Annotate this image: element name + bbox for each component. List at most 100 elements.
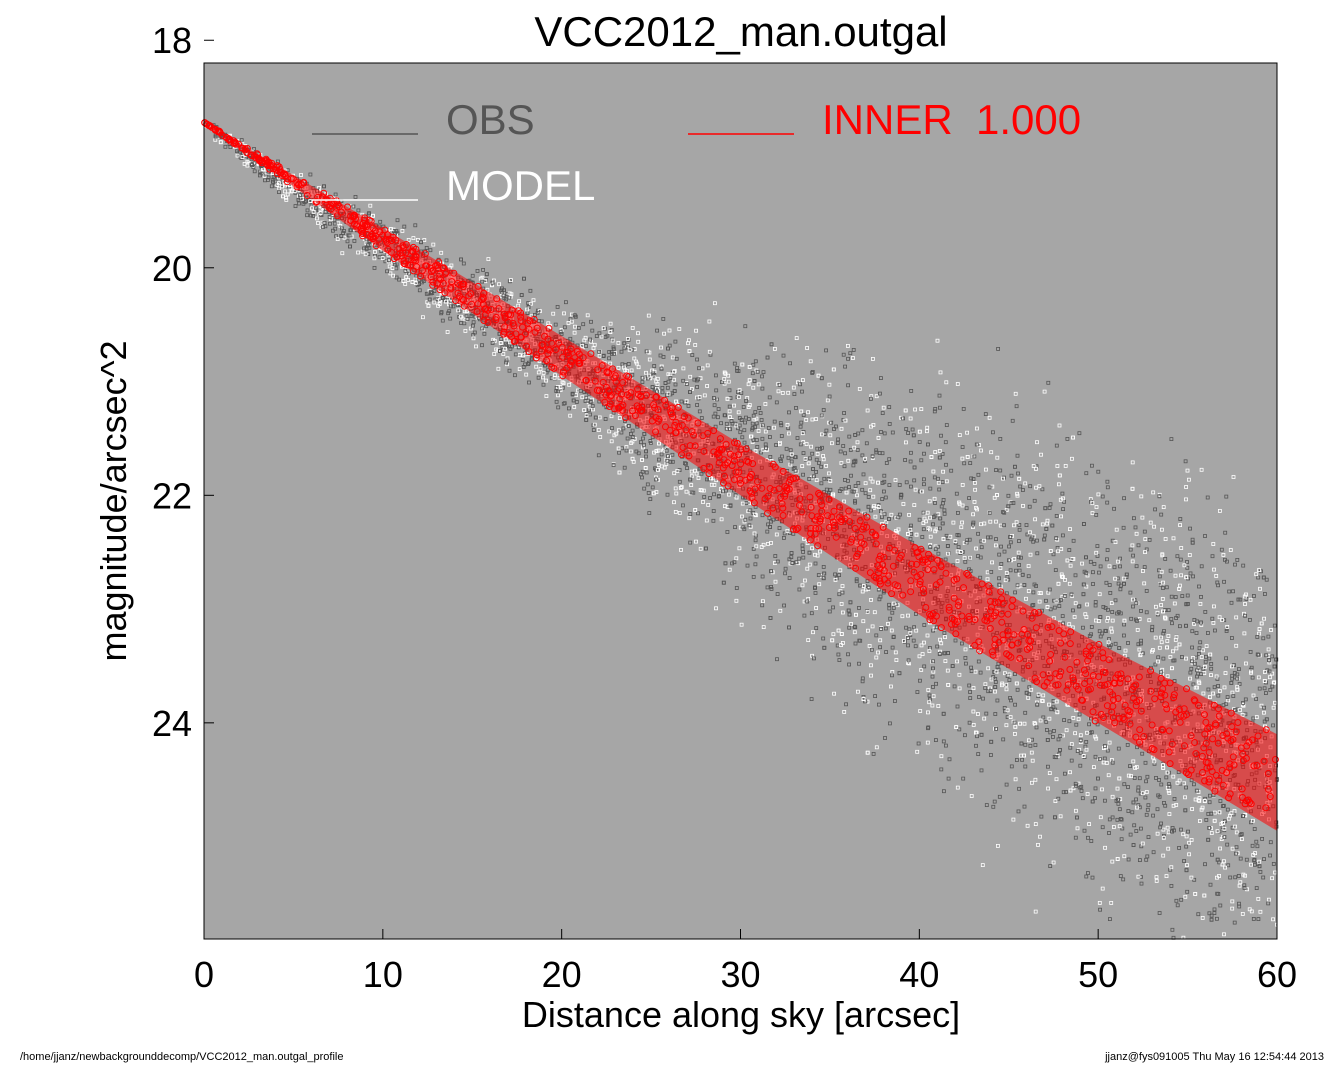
obs-point (761, 447, 766, 452)
obs-point (610, 351, 614, 356)
obs-point (1234, 845, 1239, 850)
obs-point (908, 527, 913, 532)
obs-point (967, 496, 971, 501)
obs-point (513, 352, 518, 357)
obs-point (849, 473, 853, 478)
obs-point (955, 704, 960, 709)
obs-point (1037, 591, 1042, 595)
obs-point (1108, 591, 1113, 595)
obs-point (1011, 719, 1016, 724)
obs-point (1085, 730, 1089, 735)
obs-point (1189, 666, 1194, 671)
obs-point (1088, 559, 1093, 564)
obs-point (926, 526, 931, 531)
obs-point (420, 315, 425, 320)
obs-point (1037, 599, 1042, 604)
obs-point (1113, 576, 1117, 581)
obs-point (1193, 661, 1197, 666)
obs-point (882, 479, 887, 484)
obs-point (887, 405, 892, 410)
obs-point (788, 448, 793, 453)
obs-point (1021, 677, 1026, 682)
obs-point (996, 844, 1000, 848)
obs-point (716, 415, 720, 420)
obs-point (596, 453, 601, 458)
obs-point (1249, 862, 1253, 867)
obs-point (742, 440, 747, 445)
obs-point (860, 453, 865, 458)
obs-point (838, 568, 843, 573)
obs-point (926, 710, 930, 715)
obs-point (1022, 721, 1027, 726)
obs-point (842, 464, 847, 469)
obs-point (1166, 846, 1171, 851)
obs-point (716, 407, 721, 411)
obs-point (928, 486, 933, 491)
obs-point (815, 451, 820, 456)
obs-point (580, 395, 585, 400)
obs-point (507, 295, 512, 300)
obs-point (727, 388, 732, 393)
obs-point (1048, 502, 1053, 507)
obs-point (852, 459, 856, 464)
obs-point (413, 277, 418, 282)
obs-point (769, 541, 773, 545)
obs-point (1192, 622, 1196, 626)
obs-point (1186, 829, 1190, 834)
obs-point (323, 224, 328, 229)
obs-point (470, 323, 475, 328)
obs-point (1116, 746, 1121, 751)
obs-point (809, 697, 814, 701)
obs-point (1140, 841, 1145, 846)
obs-point (601, 353, 606, 358)
obs-point (677, 468, 682, 473)
obs-point (486, 257, 491, 262)
obs-point (314, 206, 319, 211)
obs-point (1026, 696, 1031, 700)
obs-point (630, 347, 634, 352)
obs-point (841, 610, 845, 615)
obs-point (1036, 692, 1041, 697)
obs-point (789, 452, 794, 457)
obs-point (994, 537, 998, 541)
obs-point (1238, 708, 1242, 712)
obs-point (853, 499, 857, 503)
obs-point (641, 436, 645, 441)
obs-point (1197, 646, 1202, 651)
obs-point (1014, 568, 1018, 573)
obs-point (1175, 613, 1180, 618)
obs-point (688, 540, 693, 545)
obs-point (1224, 627, 1229, 631)
obs-point (1230, 636, 1234, 640)
obs-point (448, 316, 453, 321)
obs-point (987, 415, 992, 420)
obs-point (1085, 792, 1090, 796)
obs-point (909, 523, 913, 528)
obs-point (1230, 846, 1235, 851)
obs-point (744, 501, 749, 506)
obs-point (890, 430, 895, 435)
obs-point (972, 454, 977, 459)
obs-point (984, 803, 989, 807)
obs-point (536, 308, 540, 313)
obs-point (1054, 536, 1059, 540)
obs-point (1188, 571, 1193, 576)
obs-point (833, 578, 838, 582)
obs-point (805, 346, 809, 350)
obs-point (1241, 563, 1246, 568)
obs-point (1059, 547, 1064, 551)
obs-point (869, 673, 873, 678)
obs-point (1047, 587, 1052, 592)
obs-point (1168, 655, 1173, 659)
obs-point (1214, 674, 1219, 679)
obs-point (912, 625, 916, 630)
obs-point (1171, 649, 1175, 654)
obs-point (521, 364, 526, 369)
obs-point (1112, 506, 1116, 511)
obs-point (1045, 728, 1049, 732)
obs-point (837, 658, 842, 662)
obs-point (1118, 587, 1123, 592)
obs-point (779, 434, 784, 438)
obs-point (919, 643, 924, 648)
obs-point (759, 450, 763, 455)
